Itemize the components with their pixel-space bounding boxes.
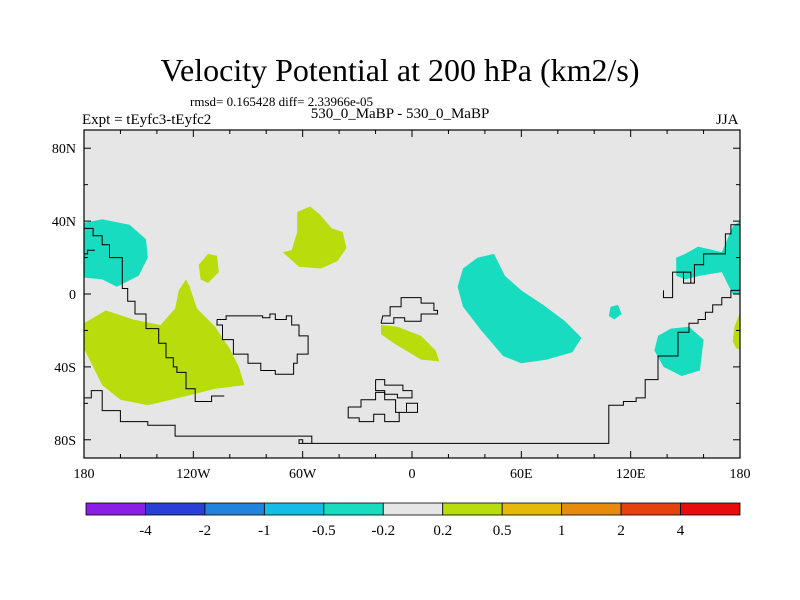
- x-tick-label: 180: [730, 467, 751, 482]
- center-label: 530_0_MaBP - 530_0_MaBP: [310, 106, 490, 122]
- coastline-central-island-outline: [216, 313, 309, 375]
- region-north-atlantic-positive: [282, 206, 347, 269]
- coastline-atlantic-island-outline: [380, 297, 438, 324]
- colorbar-swatch: [204, 502, 265, 516]
- colorbar-label: -0.5: [312, 523, 336, 539]
- y-tick-label: 0: [69, 288, 76, 303]
- x-tick-label: 60W: [289, 467, 317, 482]
- x-tick-label: 120E: [616, 467, 646, 482]
- colorbar-label: -4: [139, 523, 152, 539]
- y-tick-label: 80S: [54, 434, 76, 449]
- colorbar-label: -1: [258, 523, 271, 539]
- colorbar-swatch: [442, 502, 503, 516]
- coastline-south-island-outline: [347, 391, 418, 423]
- region-east-asia-negative: [676, 221, 740, 294]
- coastline-north-pacific-east-inner-outline: [683, 271, 692, 284]
- x-tick-label: 60E: [510, 467, 533, 482]
- y-tick-label: 40S: [54, 361, 76, 376]
- colorbar-swatch: [263, 502, 325, 516]
- colorbar-swatch: [382, 502, 444, 516]
- colorbar-label: -2: [199, 523, 212, 539]
- y-tick-label: 80N: [52, 142, 76, 157]
- colorbar-swatch: [680, 502, 741, 516]
- coastline-west-coast-outline: [84, 227, 225, 402]
- colorbar-swatch: [561, 502, 622, 516]
- x-tick-label: 180: [74, 467, 95, 482]
- region-west-pacific-south-negative: [654, 326, 704, 376]
- region-south-atlantic-positive: [381, 325, 440, 362]
- colorbar-swatch: [85, 502, 146, 516]
- coastline-antarctic-outline: [84, 289, 740, 444]
- colorbar-label: 1: [558, 523, 566, 539]
- y-tick-label: 40N: [52, 215, 76, 230]
- coastline-west-coast-north-outline: [84, 249, 95, 255]
- coastline-south-island-b-outline: [375, 379, 413, 399]
- region-africa-indian-negative: [457, 253, 582, 364]
- season-label: JJA: [716, 112, 739, 128]
- colorbar-label: 0.5: [493, 523, 512, 539]
- colorbar-swatch: [620, 502, 681, 516]
- colorbar-swatch: [145, 502, 206, 516]
- x-tick-label: 120W: [176, 467, 211, 482]
- experiment-label: Expt = tEyfc3-tEyfc2: [82, 112, 212, 128]
- colorbar-swatch: [323, 502, 384, 516]
- x-tick-label: 0: [409, 467, 416, 482]
- region-south-pacific-positive: [84, 279, 245, 406]
- chart-title: Velocity Potential at 200 hPa (km2/s): [160, 52, 640, 88]
- region-pacific-north-tongue-positive: [198, 253, 219, 284]
- region-maritime-small-negative: [608, 304, 622, 320]
- colorbar-label: 0.2: [433, 523, 452, 539]
- coastline-north-pacific-east-outline: [663, 224, 740, 299]
- colorbar-label: -0.2: [371, 523, 395, 539]
- colorbar-label: 2: [617, 523, 625, 539]
- colorbar-label: 4: [677, 523, 685, 539]
- stats-label: rmsd= 0.165428 diff= 2.33966e-05: [190, 94, 374, 109]
- colorbar-swatch: [501, 502, 563, 516]
